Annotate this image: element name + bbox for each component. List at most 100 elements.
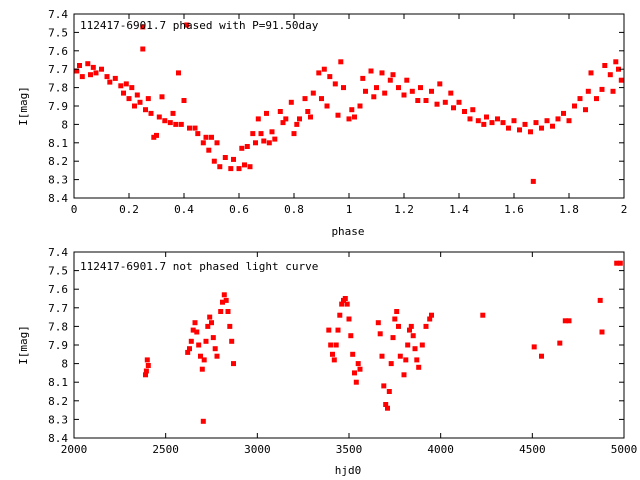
phased-data-point <box>456 99 462 105</box>
hjd-x-ticks: 2000 2500 3000 3500 4000 4500 5000 <box>61 252 637 456</box>
unphased-chart-title: 112417-6901.7 not phased light curve <box>80 260 318 273</box>
phased-data-point <box>321 66 327 72</box>
phased-data-point <box>319 96 324 102</box>
phased-data-point <box>129 85 135 91</box>
phased-data-point <box>555 116 561 122</box>
phased-data-point <box>173 121 179 127</box>
unphased-data-point <box>326 327 332 333</box>
phased-data-point <box>187 125 192 131</box>
phased-data-point <box>170 110 176 116</box>
unphased-data-point <box>337 312 343 318</box>
phased-data-point <box>448 90 454 96</box>
phased-data-point <box>434 101 440 107</box>
unphased-data-point <box>144 357 150 363</box>
unphased-data-point <box>190 327 196 333</box>
phased-y-axis-label: I[mag] <box>17 86 30 126</box>
phased-data-point <box>239 145 245 151</box>
phased-data-point <box>107 79 113 85</box>
unphased-y-tick-label: 7.9 <box>48 339 68 352</box>
phased-x-tick-label: 0.8 <box>284 203 304 216</box>
unphased-data-point <box>427 316 433 322</box>
phased-data-point <box>349 107 355 113</box>
phased-x-tick-label: 1.6 <box>504 203 524 216</box>
unphased-data-point <box>328 342 334 348</box>
phased-y-tick-label: 7.5 <box>48 26 68 39</box>
phased-data-point <box>255 116 261 122</box>
unphased-data-point <box>200 418 206 424</box>
phased-data-point <box>390 72 396 78</box>
unphased-data-point <box>227 323 233 329</box>
phased-data-point <box>382 90 388 96</box>
unphased-data-point <box>201 357 207 363</box>
phased-data-point <box>250 131 256 137</box>
unphased-data-point <box>401 372 407 378</box>
unphased-data-point <box>185 349 191 355</box>
phased-data-point <box>291 131 297 137</box>
phased-data-point <box>214 140 220 146</box>
phased-data-point <box>85 61 91 67</box>
unphased-data-point <box>357 366 363 372</box>
phased-data-point <box>517 127 522 133</box>
unphased-data-point <box>557 340 563 346</box>
phased-data-point <box>588 70 594 76</box>
phased-data-point <box>167 120 173 126</box>
unphased-x-tick-label: 4500 <box>519 443 546 456</box>
phased-data-point <box>264 110 269 116</box>
phased-data-point <box>118 83 124 89</box>
phased-data-point <box>544 118 550 124</box>
unphased-data-point <box>212 346 218 352</box>
unphased-data-point <box>408 323 414 329</box>
phased-data-point <box>470 107 476 113</box>
phased-data-point <box>539 125 544 131</box>
phased-data-point <box>387 77 393 83</box>
phased-data-point <box>288 99 294 105</box>
phased-data-point <box>572 103 577 109</box>
phased-data-point <box>90 64 96 70</box>
unphased-data-point <box>210 335 216 341</box>
unphased-data-point <box>221 292 227 298</box>
phased-data-point <box>368 68 374 74</box>
unphased-data-point <box>385 405 390 411</box>
phased-x-tick-label: 0.6 <box>229 203 249 216</box>
phased-data-point <box>371 94 377 100</box>
phased-data-point <box>178 121 184 127</box>
phased-points-group <box>74 22 624 184</box>
unphased-data-point <box>597 297 603 303</box>
phased-data-point <box>181 98 187 103</box>
unphased-x-tick-label: 2500 <box>152 443 179 456</box>
phased-data-point <box>316 70 322 76</box>
phased-data-point <box>134 92 140 98</box>
phased-data-point <box>79 74 85 80</box>
phased-data-point <box>332 81 338 87</box>
phased-data-point <box>93 70 99 76</box>
phased-plot-frame <box>73 13 625 199</box>
phased-data-point <box>247 164 253 170</box>
unphased-data-point <box>198 353 203 359</box>
phased-data-point <box>506 125 511 131</box>
phased-data-point <box>462 109 467 114</box>
unphased-y-tick-label: 8.3 <box>48 413 68 426</box>
unphased-data-point <box>396 323 401 329</box>
phased-x-tick-label: 1 <box>346 203 353 216</box>
unphased-data-point <box>214 353 220 359</box>
unphased-data-point <box>414 357 420 363</box>
unphased-data-point <box>231 361 236 367</box>
unphased-data-point <box>330 351 335 357</box>
unphased-data-point <box>344 301 350 307</box>
phased-data-point <box>409 88 415 94</box>
unphased-data-point <box>331 357 337 363</box>
phased-data-point <box>148 110 154 116</box>
phased-data-point <box>88 72 93 78</box>
unphased-data-point <box>348 333 354 339</box>
phased-data-point <box>132 103 137 109</box>
unphased-y-tick-label: 7.6 <box>48 283 68 296</box>
unphased-data-point <box>375 320 381 326</box>
unphased-data-point <box>205 323 211 329</box>
phased-data-point <box>522 121 528 127</box>
unphased-y-tick-label: 8 <box>61 358 68 371</box>
unphased-data-point <box>192 320 198 326</box>
phased-data-point <box>585 88 591 94</box>
unphased-data-point <box>562 318 568 324</box>
phased-y-tick-label: 7.6 <box>48 45 68 58</box>
phased-data-point <box>418 85 423 91</box>
